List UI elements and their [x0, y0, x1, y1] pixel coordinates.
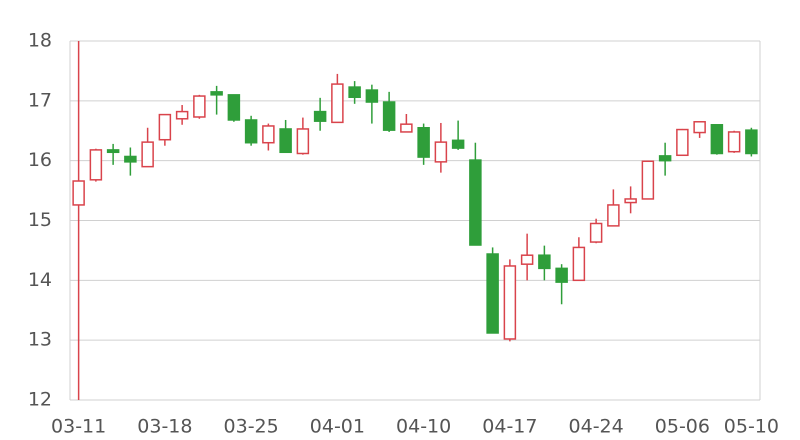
candle-body — [710, 124, 724, 155]
candle-body — [262, 125, 275, 144]
candle-body — [469, 159, 482, 246]
y-tick-label: 17 — [28, 89, 52, 111]
candle-body — [193, 95, 206, 118]
candle-body — [348, 86, 361, 98]
candle-body — [210, 91, 223, 96]
x-tick-label: 04-24 — [569, 416, 624, 438]
candle-body — [89, 149, 103, 181]
candle-body — [175, 110, 189, 120]
y-tick-label: 14 — [28, 269, 52, 291]
y-tick-label: 16 — [28, 149, 52, 171]
x-tick-label: 04-10 — [396, 416, 451, 438]
candle-body — [365, 89, 379, 103]
candle-body — [641, 160, 655, 200]
candle-body — [555, 267, 568, 283]
x-tick-label: 04-01 — [310, 416, 365, 438]
candle-body — [124, 155, 137, 163]
y-tick-label: 18 — [28, 30, 52, 52]
candle-body — [624, 198, 637, 204]
candle-body — [727, 131, 741, 153]
x-tick-label: 03-18 — [137, 416, 192, 438]
candle-body — [313, 110, 327, 122]
y-tick-label: 13 — [28, 329, 52, 351]
candle-body — [589, 222, 603, 243]
candle-body — [141, 141, 154, 168]
x-tick-label: 05-10 — [724, 416, 779, 438]
candle-body — [72, 180, 85, 206]
y-tick-label: 15 — [28, 209, 52, 231]
candle-body — [658, 155, 672, 162]
candle-body — [158, 113, 172, 141]
y-tick-label: 12 — [28, 389, 52, 411]
candle-body — [486, 253, 499, 334]
candle-body — [434, 141, 448, 163]
candle-body — [417, 127, 430, 158]
x-tick-label: 04-17 — [482, 416, 537, 438]
candle-body — [279, 128, 292, 154]
candle-body — [572, 246, 586, 282]
candle-body — [331, 83, 344, 124]
candle-body — [382, 101, 396, 131]
candle-body — [520, 254, 534, 265]
candle-body — [745, 129, 758, 155]
x-tick-label: 05-06 — [655, 416, 710, 438]
candle-body — [451, 139, 465, 149]
candle-body — [227, 94, 241, 121]
candle-body — [400, 123, 413, 133]
candle-body — [607, 204, 620, 227]
candle-body — [503, 265, 517, 340]
candle-body — [244, 119, 258, 144]
candle-body — [693, 121, 706, 134]
candle-body — [538, 254, 551, 270]
candle-body — [106, 149, 120, 154]
x-tick-label: 03-11 — [51, 416, 106, 438]
x-tick-label: 03-25 — [224, 416, 279, 438]
candle-body — [296, 128, 310, 155]
candle-body — [676, 128, 689, 157]
